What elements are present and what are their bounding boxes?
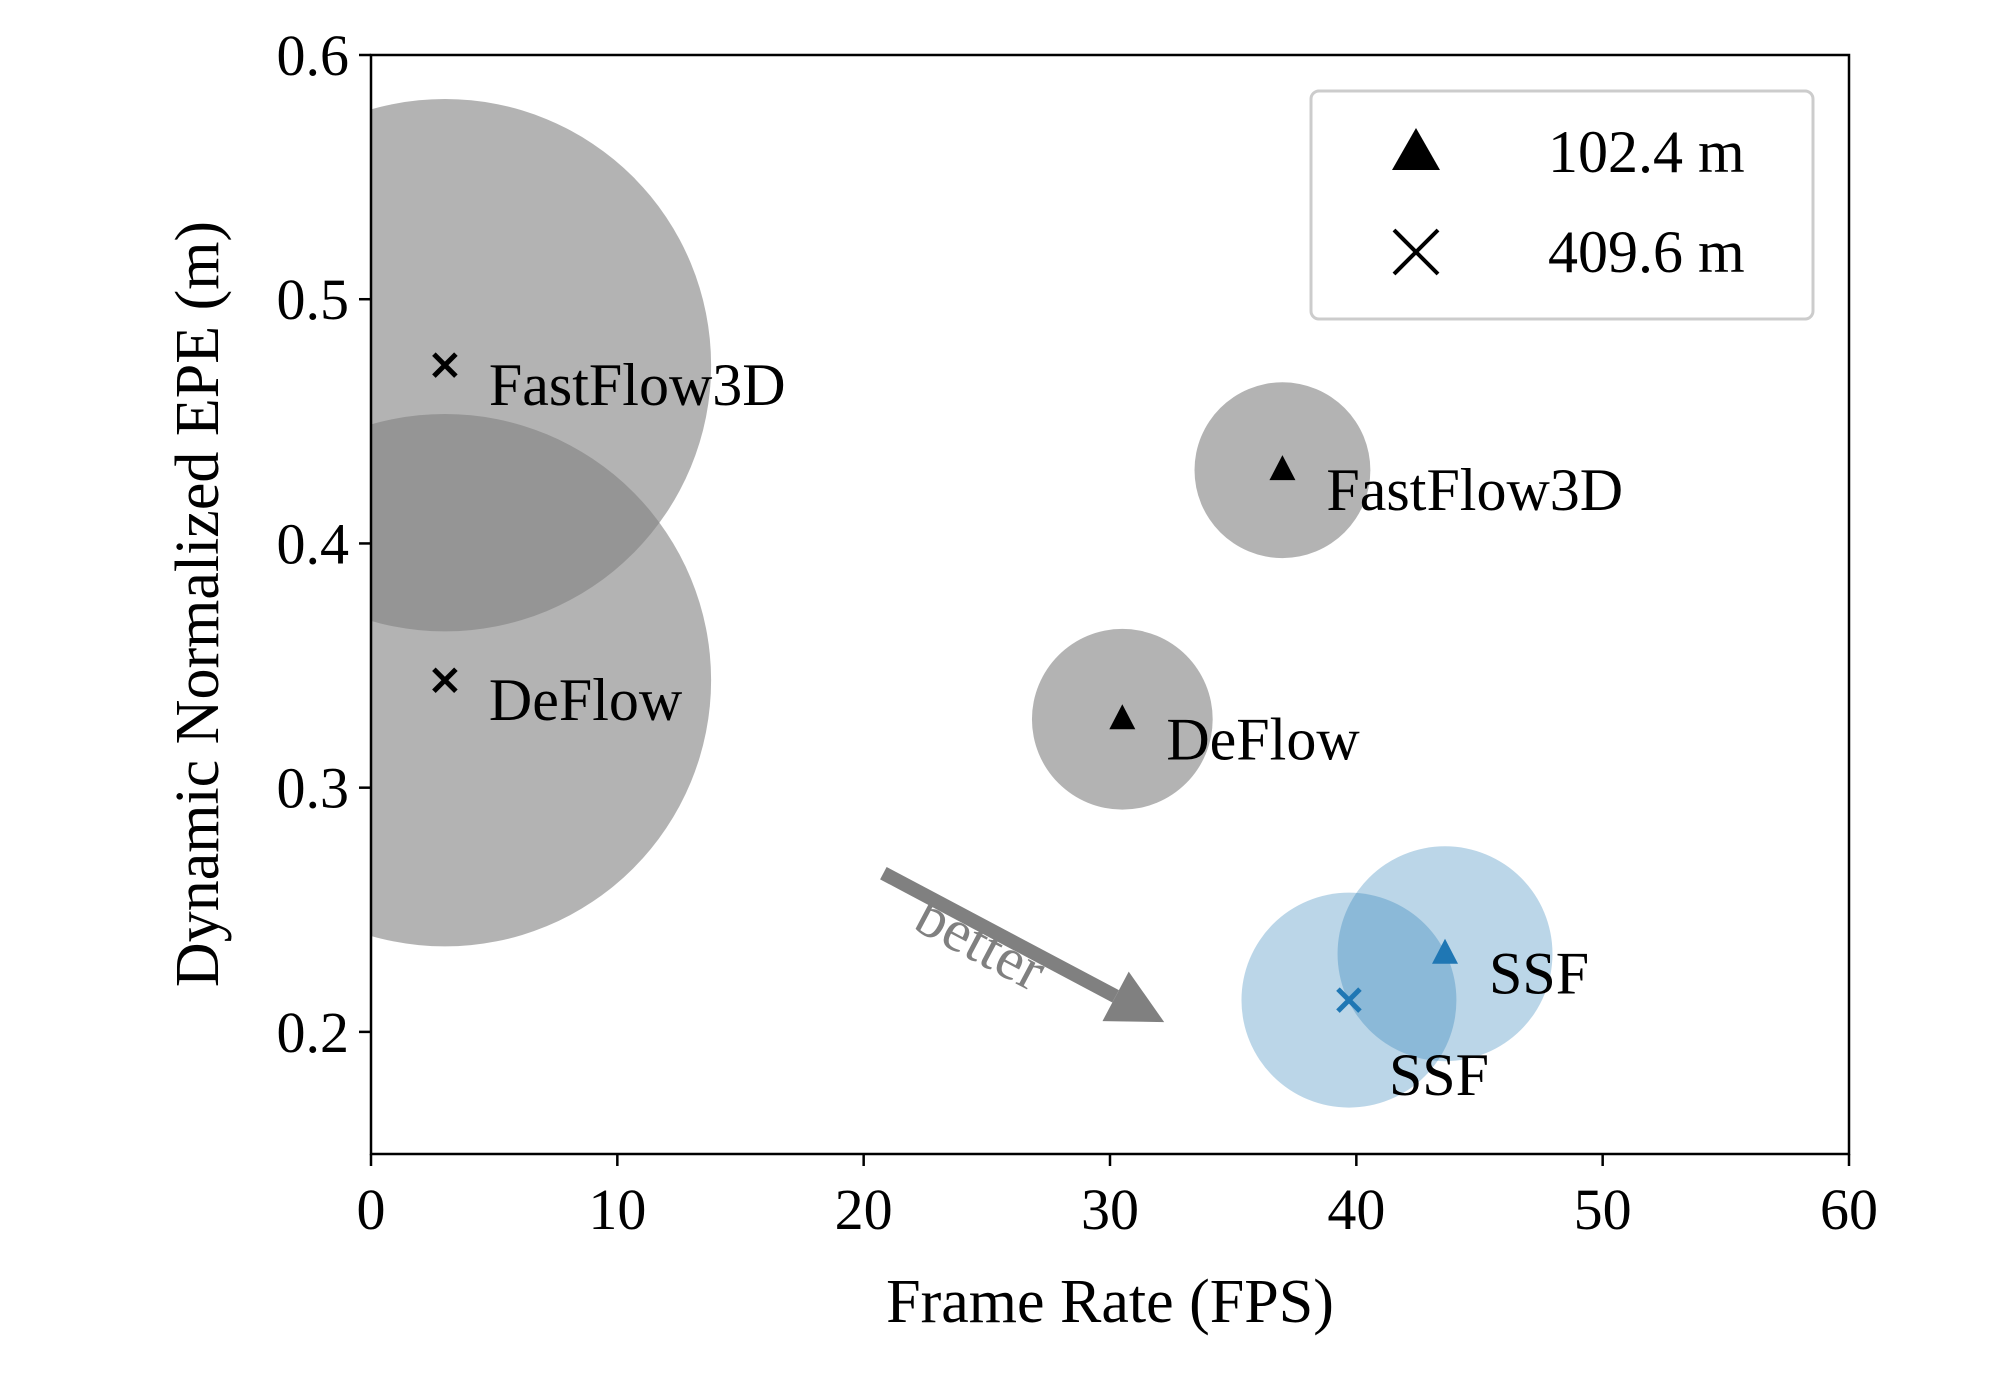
y-tick-label: 0.4	[277, 511, 350, 576]
triangle-marker	[1269, 455, 1296, 481]
point-label: SSF	[1489, 941, 1589, 1007]
x-tick-label: 20	[835, 1177, 893, 1242]
point-label: SSF	[1389, 1042, 1489, 1108]
x-tick-label: 60	[1820, 1177, 1878, 1242]
better-arrow-head	[1102, 971, 1165, 1023]
x-marker-stroke	[1336, 987, 1362, 1013]
legend-label-102: 102.4 m	[1548, 119, 1745, 185]
x-marker-stroke	[432, 352, 458, 378]
legend-label-409: 409.6 m	[1548, 219, 1745, 285]
y-axis-label: Dynamic Normalized EPE (m)	[164, 221, 232, 987]
x-marker-stroke	[432, 667, 458, 693]
y-tick-label: 0.5	[277, 267, 350, 332]
point-label: DeFlow	[1166, 706, 1360, 772]
x-tick-label: 0	[357, 1177, 386, 1242]
legend-box	[1309, 89, 1815, 321]
y-tick-label: 0.3	[277, 756, 350, 821]
point-label: FastFlow3D	[489, 352, 786, 418]
x-axis-label: Frame Rate (FPS)	[886, 1268, 1334, 1336]
better-arrow-shaft	[880, 866, 1119, 1003]
point-label: DeFlow	[489, 667, 683, 733]
x-marker	[432, 667, 458, 693]
point-label: FastFlow3D	[1326, 457, 1623, 523]
legend-triangle-marker	[1392, 128, 1440, 170]
bubble-deflow-x	[371, 414, 712, 947]
x-tick-label: 40	[1327, 1177, 1385, 1242]
x-tick-label: 10	[588, 1177, 646, 1242]
x-marker	[432, 352, 458, 378]
x-marker	[1336, 987, 1362, 1013]
legend: 102.4 m 409.6 m	[1309, 89, 1815, 321]
better-annotation: better	[905, 881, 1057, 1003]
triangle-marker	[1109, 704, 1136, 730]
y-tick-label: 0.6	[277, 23, 350, 88]
x-tick-label: 30	[1081, 1177, 1139, 1242]
legend-x-marker	[1392, 228, 1440, 276]
triangle-marker	[1432, 938, 1459, 964]
y-tick-label: 0.2	[277, 1000, 350, 1065]
x-tick-label: 50	[1574, 1177, 1632, 1242]
